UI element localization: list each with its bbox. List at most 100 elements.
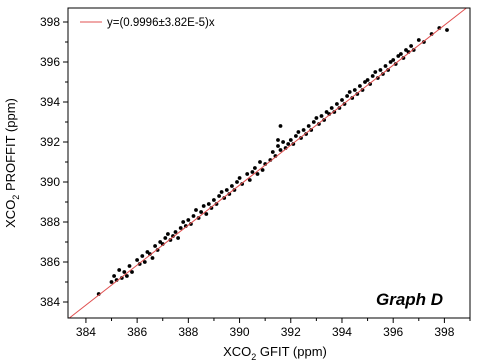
data-point: [299, 136, 303, 140]
data-point: [332, 110, 337, 114]
data-point: [227, 192, 232, 196]
x-axis-label-sub: 2: [251, 352, 256, 362]
data-point: [189, 222, 193, 226]
data-point: [340, 98, 344, 102]
data-point: [319, 114, 324, 118]
data-point: [140, 254, 145, 258]
data-point: [306, 124, 311, 128]
data-point: [168, 238, 173, 242]
data-point: [117, 268, 122, 272]
data-point: [109, 280, 114, 284]
data-point: [360, 88, 365, 92]
data-point: [119, 276, 124, 280]
data-point: [399, 52, 403, 56]
data-point: [358, 84, 362, 88]
data-point: [173, 230, 178, 234]
data-point: [125, 274, 129, 278]
y-tick-label: 398: [40, 15, 60, 29]
y-tick-label: 392: [40, 135, 60, 149]
legend-label: y=(0.9996±3.82E-5)x: [107, 17, 215, 29]
data-point: [135, 258, 140, 262]
x-tick-label: 384: [76, 325, 96, 339]
data-point: [150, 256, 155, 260]
x-tick-label: 396: [383, 325, 403, 339]
data-point: [365, 78, 370, 82]
data-point: [250, 170, 255, 174]
data-point: [204, 212, 209, 216]
data-point: [409, 44, 413, 48]
data-point: [222, 196, 227, 200]
data-point: [391, 58, 396, 62]
data-point: [329, 106, 334, 110]
data-point: [191, 214, 196, 218]
data-point: [212, 198, 216, 202]
data-point: [445, 28, 449, 32]
data-point: [276, 138, 280, 142]
data-point: [237, 176, 242, 180]
data-point: [209, 206, 214, 210]
data-point: [260, 168, 265, 172]
x-tick-label: 392: [281, 325, 301, 339]
data-point: [294, 134, 298, 138]
graph-annotation: Graph D: [376, 290, 443, 309]
data-point: [255, 172, 260, 176]
data-point: [278, 124, 283, 128]
data-point: [322, 118, 326, 122]
y-axis-label-pre: XCO: [3, 200, 18, 228]
ticks-layer: 384 386 388 390 392 394 396 398 384 386 388 390 392 3…: [40, 15, 471, 339]
data-point: [232, 188, 237, 192]
data-point: [112, 274, 116, 278]
data-point: [181, 220, 186, 224]
data-point: [270, 150, 275, 154]
data-point: [235, 180, 239, 184]
y-tick-label: 388: [40, 215, 60, 229]
data-point: [281, 140, 285, 144]
x-tick-label: 388: [178, 325, 198, 339]
x-tick-label: 394: [332, 325, 352, 339]
data-point: [291, 142, 296, 146]
data-point: [258, 160, 262, 164]
data-point: [370, 74, 375, 78]
data-point: [230, 184, 234, 188]
data-point: [396, 54, 401, 58]
y-tick-label: 390: [40, 175, 60, 189]
data-point: [301, 128, 306, 132]
legend: y=(0.9996±3.82E-5)x: [80, 17, 215, 29]
data-point: [130, 270, 134, 274]
data-point: [194, 208, 198, 212]
y-axis-label-post: PROFFIT (ppm): [3, 98, 18, 195]
data-point: [278, 148, 283, 152]
data-point: [186, 218, 191, 222]
plot-frame: [67, 7, 471, 319]
data-point: [214, 202, 219, 206]
data-point: [335, 102, 339, 106]
x-axis-label-pre: XCO: [223, 344, 251, 359]
x-tick-label: 398: [434, 325, 454, 339]
data-point: [276, 144, 280, 148]
data-point: [411, 48, 416, 52]
y-tick-label: 394: [40, 95, 60, 109]
data-point: [163, 236, 168, 240]
data-point: [137, 262, 142, 266]
fit-line: [69, 7, 467, 319]
x-tick-label: 390: [230, 325, 250, 339]
data-point: [178, 226, 183, 230]
data-point: [388, 60, 393, 64]
data-point: [176, 236, 181, 240]
data-point: [196, 216, 201, 220]
data-point: [286, 142, 291, 146]
data-point: [363, 80, 367, 84]
y-tick-label: 386: [40, 255, 60, 269]
data-point: [247, 178, 252, 182]
data-point: [296, 130, 301, 134]
data-point: [155, 248, 160, 252]
y-tick-label: 384: [40, 295, 60, 309]
data-point: [378, 68, 383, 72]
data-point: [166, 232, 170, 236]
data-point: [122, 270, 127, 274]
x-axis-label: XCO2 GFIT (ppm): [223, 344, 327, 362]
y-axis-label: XCO2 PROFFIT (ppm): [3, 98, 21, 228]
y-tick-label: 396: [40, 55, 60, 69]
points-layer: [96, 26, 449, 296]
data-point: [153, 244, 158, 248]
